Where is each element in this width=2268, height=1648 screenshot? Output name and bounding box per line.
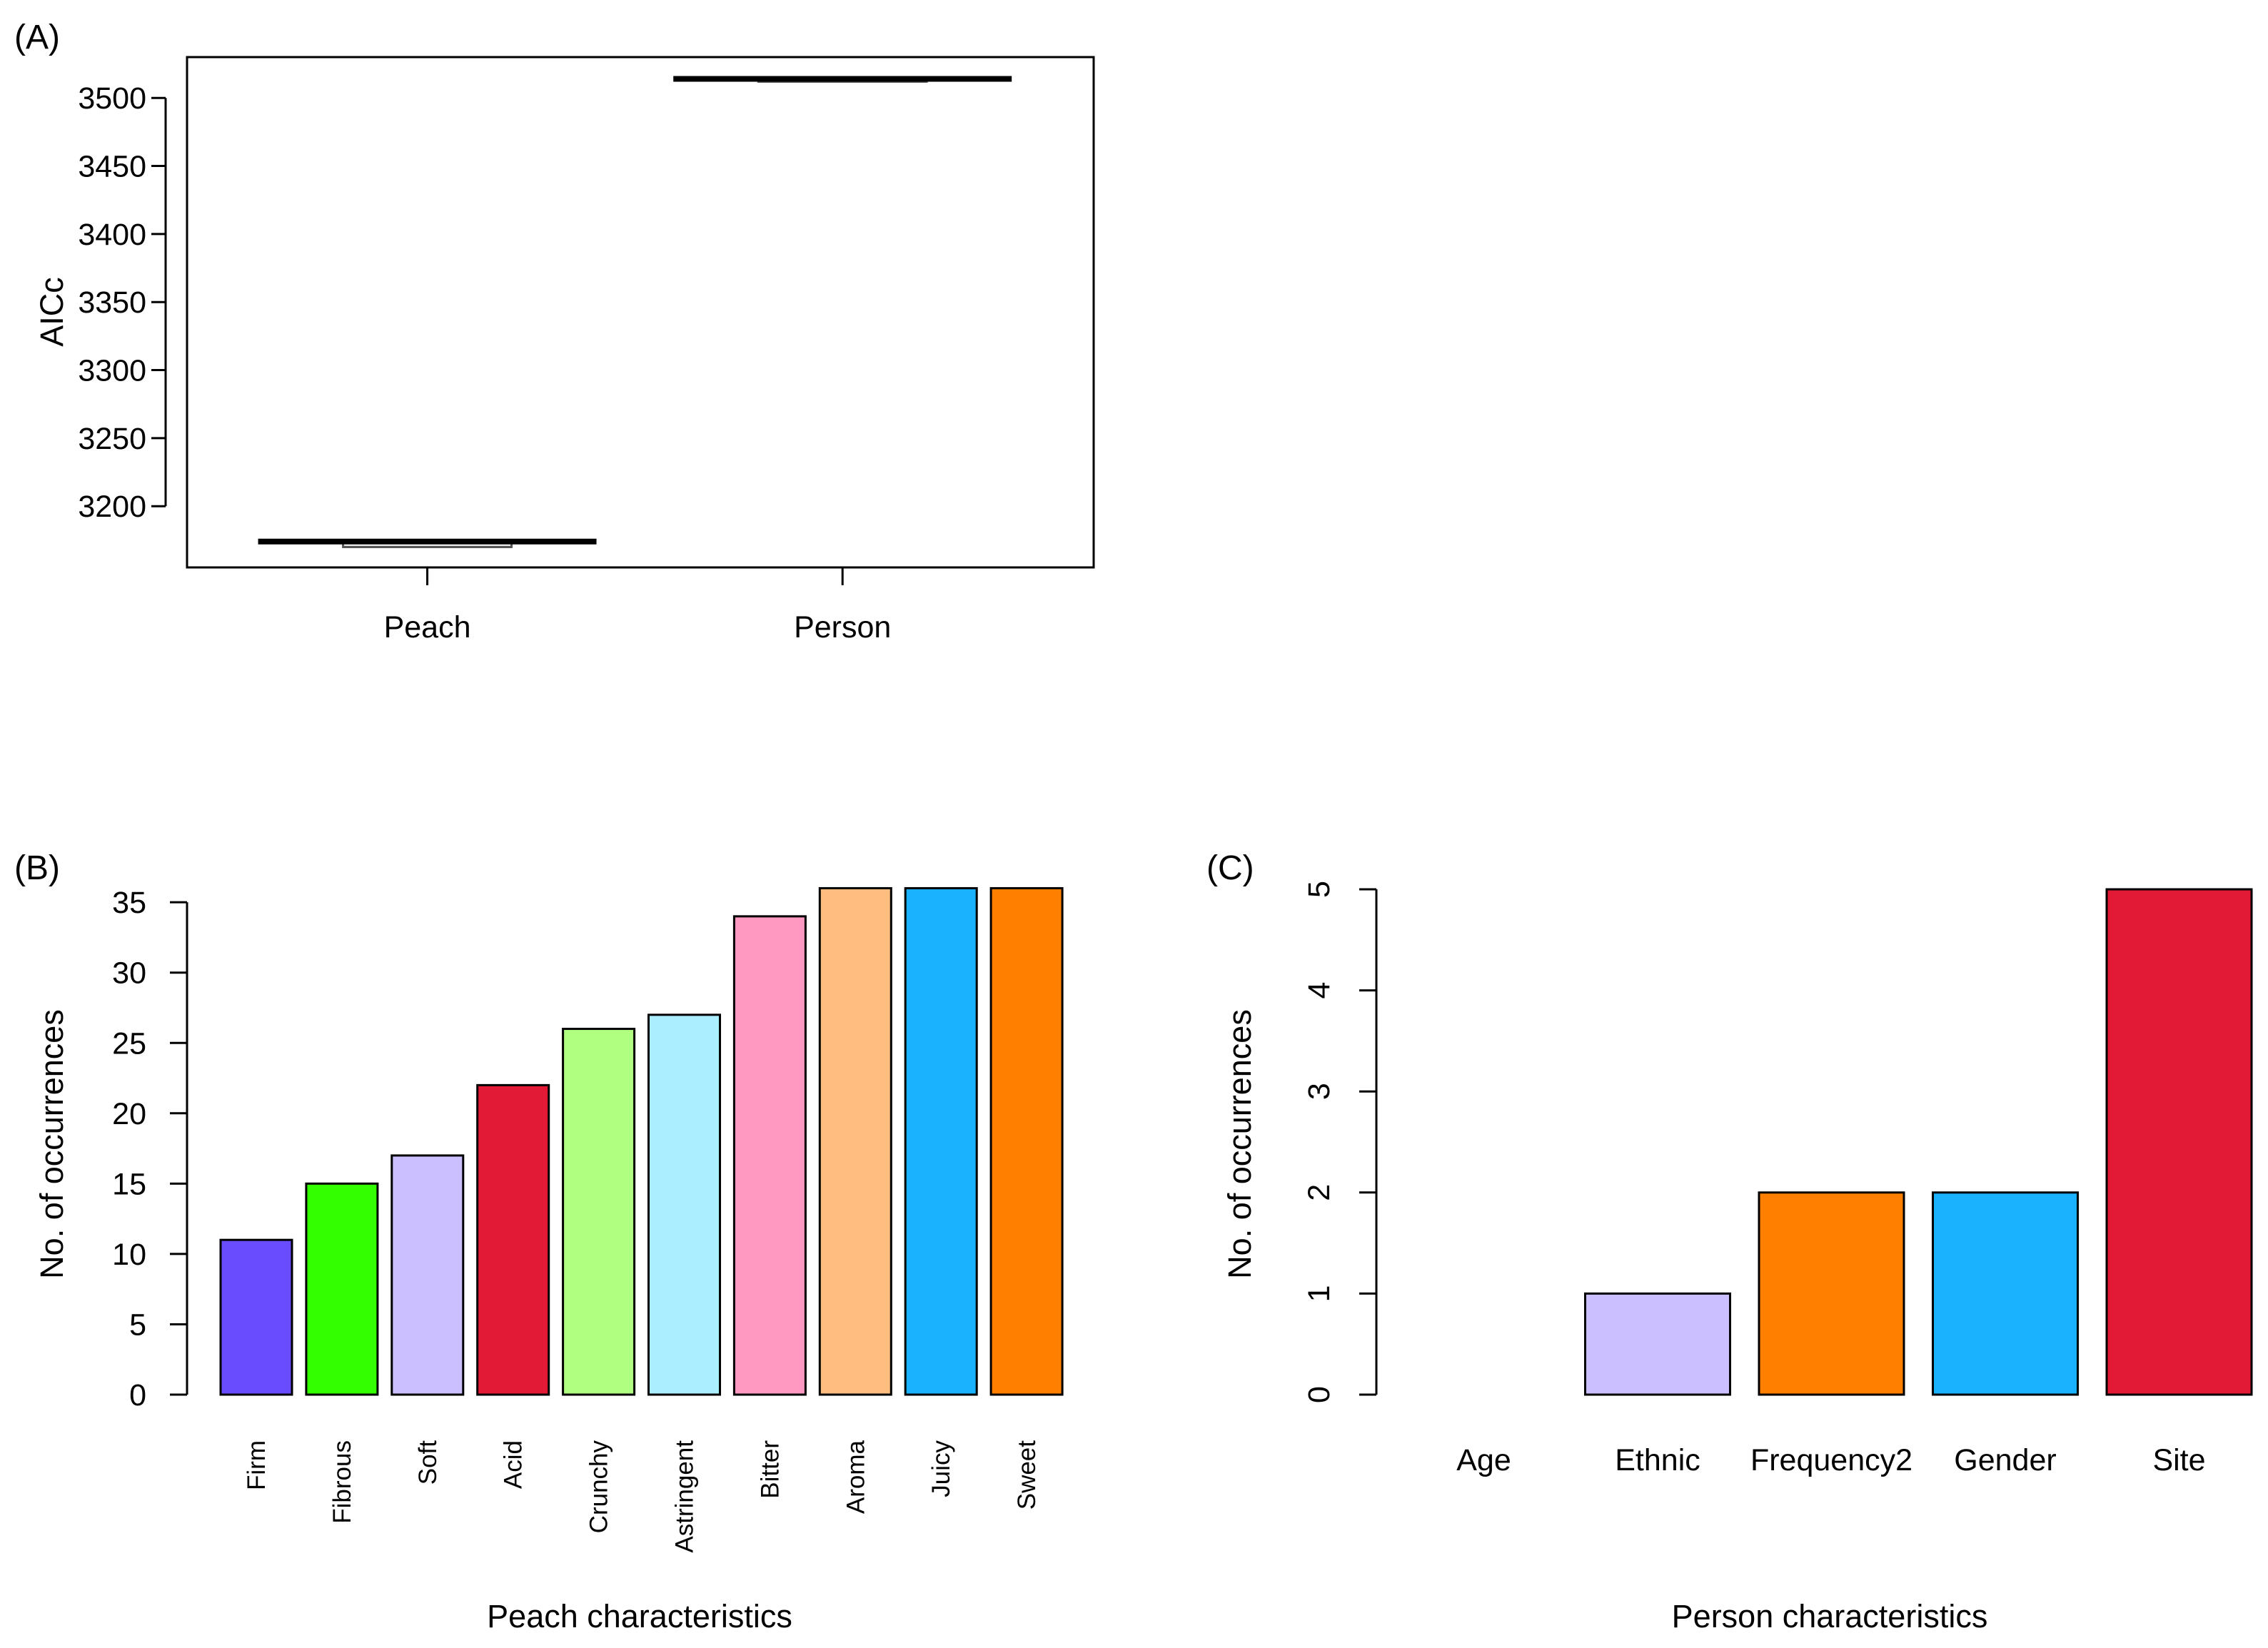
- panel-c-category-label: Age: [1456, 1443, 1511, 1477]
- panel-a-x-tick-label: Peach: [384, 610, 471, 644]
- panel-b-bar-aroma: [818, 886, 892, 1396]
- panel-b-y-axis-label: No. of occurrences: [34, 1009, 70, 1279]
- panel-c-label: (C): [1206, 849, 1254, 887]
- panel-b-bar-acid: [476, 1083, 550, 1396]
- panel-b-category-label: Bitter: [756, 1440, 784, 1499]
- panel-b-bar-juicy: [904, 886, 978, 1396]
- panel-c-category-label: Site: [2152, 1443, 2205, 1477]
- panel-b-y-tick-label: 35: [112, 886, 146, 920]
- panel-c-bars: [1584, 888, 2253, 1396]
- panel-c-y-tick-label: 1: [1302, 1285, 1336, 1302]
- panel-b-bar-fibrous: [305, 1182, 379, 1396]
- panel-b-y-tick-label: 10: [112, 1238, 146, 1272]
- panel-a-y-tick-label: 3200: [78, 490, 146, 524]
- panel-b-category-label: Juicy: [927, 1440, 955, 1497]
- panel-a-y-tick-label: 3300: [78, 354, 146, 388]
- panel-a-x-axis: Peach Person: [384, 567, 891, 644]
- panel-b-category-label: Astringent: [671, 1440, 699, 1553]
- panel-b-bar-bitter: [732, 915, 807, 1396]
- panel-b-category-label: Soft: [414, 1440, 442, 1485]
- panel-b-y-tick-label: 20: [112, 1097, 146, 1131]
- panel-c-bar-frequency2: [1758, 1191, 1905, 1396]
- panel-c-category-labels: Age Ethnic Frequency2 Gender Site: [1456, 1443, 2205, 1477]
- panel-b-category-label: Sweet: [1013, 1440, 1041, 1510]
- panel-b-bar-astringent: [647, 1013, 721, 1396]
- panel-a-y-tick-label: 3400: [78, 218, 146, 252]
- panel-a-y-axis: 3200 3250 3300 3350 3400 3450 3500: [78, 81, 167, 524]
- panel-c-y-axis-label: No. of occurrences: [1221, 1009, 1258, 1279]
- panel-c-y-tick-label: 3: [1302, 1083, 1336, 1100]
- panel-a-boxes: [258, 76, 1012, 548]
- panel-b-category-label: Crunchy: [585, 1440, 613, 1534]
- panel-c-category-label: Gender: [1954, 1443, 2056, 1477]
- panel-b-y-axis: 0 5 10 15 20 25 30 35: [112, 886, 188, 1412]
- panel-c-y-tick-label: 4: [1302, 982, 1336, 999]
- panel-b-category-label: Aroma: [842, 1440, 870, 1514]
- panel-c-bar-ethnic: [1584, 1292, 1731, 1396]
- panel-a-y-axis-label: AICc: [34, 277, 70, 347]
- panel-b-y-tick-label: 30: [112, 956, 146, 991]
- panel-c-y-axis: 0 1 2 3 4 5: [1302, 881, 1378, 1403]
- panel-b-label: (B): [14, 849, 60, 887]
- panel-a-y-tick-label: 3350: [78, 285, 146, 320]
- panel-b-bar-soft: [390, 1154, 465, 1396]
- panel-b-y-tick-label: 0: [129, 1378, 146, 1412]
- panel-a-y-tick-label: 3250: [78, 422, 146, 456]
- panel-c-bar-site: [2105, 888, 2253, 1396]
- panel-b-category-label: Acid: [500, 1440, 528, 1489]
- panel-b-x-axis-label: Peach characteristics: [487, 1598, 792, 1634]
- panel-b-bar-sweet: [989, 886, 1064, 1396]
- panel-c-y-tick-label: 5: [1302, 881, 1336, 898]
- panel-a-y-tick-label: 3450: [78, 150, 146, 184]
- panel-b-category-label: Fibrous: [328, 1440, 356, 1524]
- panel-c: (C) 0 1 2 3 4 5 Age Ethnic Frequency2 Gender Site…: [1206, 849, 2253, 1634]
- panel-c-y-tick-label: 2: [1302, 1184, 1336, 1201]
- panel-c-category-label: Ethnic: [1615, 1443, 1700, 1477]
- panel-a-label: (A): [14, 19, 60, 56]
- panel-b-category-labels: Firm Fibrous Soft Acid Crunchy Astringent Bitt…: [243, 1440, 1041, 1552]
- panel-c-category-label: Frequency2: [1750, 1443, 1912, 1477]
- panel-c-x-axis-label: Person characteristics: [1672, 1598, 1988, 1634]
- panel-b-y-tick-label: 15: [112, 1167, 146, 1201]
- panel-a-plot-frame: [186, 56, 1095, 569]
- panel-b: (B) 0 5 10 15 20 25 30 35 Firm Fibrous Soft Acid Cr…: [14, 849, 1064, 1634]
- panel-b-category-label: Firm: [243, 1440, 271, 1490]
- panel-c-bar-gender: [1932, 1191, 2079, 1396]
- panel-b-bar-crunchy: [562, 1028, 636, 1396]
- panel-a-x-tick-label: Person: [794, 610, 891, 644]
- panel-c-y-tick-label: 0: [1302, 1386, 1336, 1403]
- panel-b-y-tick-label: 25: [112, 1026, 146, 1061]
- panel-a-y-tick-label: 3500: [78, 81, 146, 116]
- panel-b-y-tick-label: 5: [129, 1308, 146, 1342]
- panel-b-bar-firm: [219, 1238, 293, 1396]
- panel-b-bars: [219, 886, 1064, 1396]
